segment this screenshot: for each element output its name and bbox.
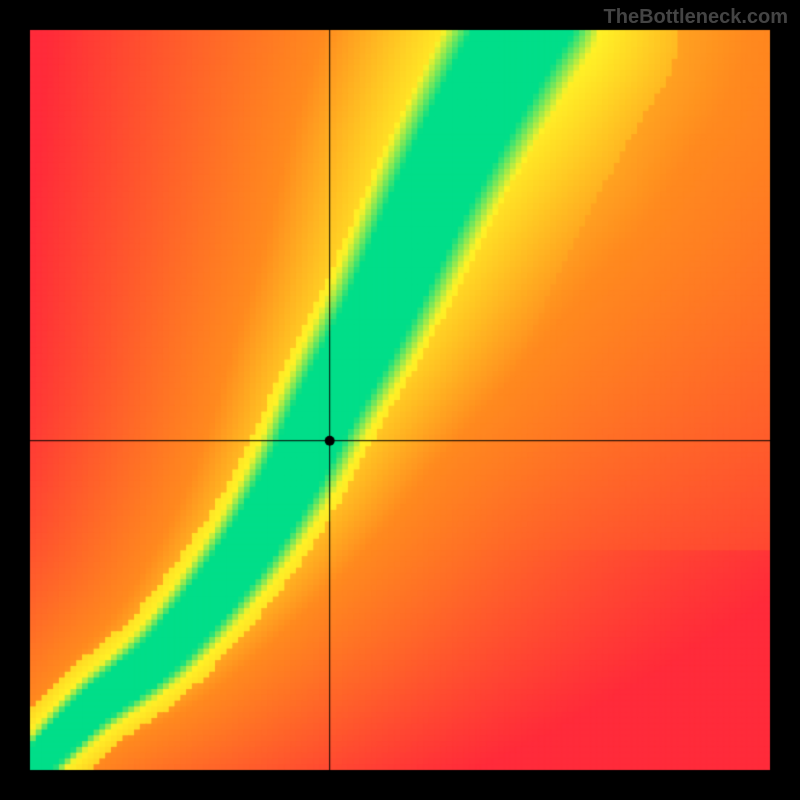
- watermark-text: TheBottleneck.com: [604, 6, 788, 29]
- heatmap-canvas: [0, 0, 800, 800]
- chart-container: TheBottleneck.com: [0, 0, 800, 800]
